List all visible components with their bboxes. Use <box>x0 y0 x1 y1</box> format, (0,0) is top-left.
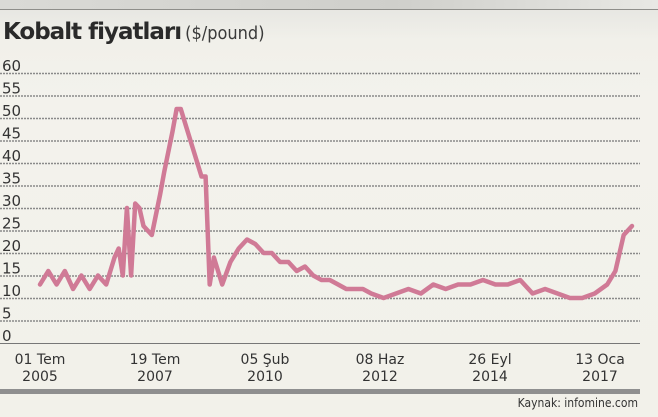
y-tick-label: 20 <box>2 237 21 255</box>
y-tick-label: 30 <box>2 192 21 210</box>
source-credit: Kaynak: infomine.com <box>517 396 638 410</box>
y-tick-label: 40 <box>2 147 21 165</box>
x-tick-label: 2007 <box>137 369 173 385</box>
chart-title-unit: ($/pound) <box>185 23 265 44</box>
y-tick-label: 25 <box>2 215 21 233</box>
x-tick-label: 13 Oca <box>575 352 625 368</box>
y-tick-label: 5 <box>2 305 12 323</box>
y-tick-label: 0 <box>2 327 12 345</box>
x-tick-label: 05 Şub <box>241 352 290 368</box>
y-tick-label: 10 <box>2 282 21 300</box>
y-tick-label: 45 <box>2 125 21 143</box>
y-tick-label: 35 <box>2 170 21 188</box>
x-tick-label: 2017 <box>582 369 618 385</box>
cobalt-price-line <box>37 106 635 301</box>
x-tick-label: 19 Tem <box>130 352 181 368</box>
header-divider <box>0 9 658 10</box>
x-tick-label: 2010 <box>247 369 283 385</box>
chart-title-main: Kobalt fiyatları <box>3 19 182 45</box>
x-tick-label: 2014 <box>472 369 508 385</box>
y-tick-label: 15 <box>2 260 21 278</box>
y-tick-label: 55 <box>2 80 21 98</box>
x-tick-label: 2005 <box>22 369 58 385</box>
x-tick-label: 2012 <box>362 369 398 385</box>
y-tick-label: 60 <box>2 57 21 75</box>
x-tick-label: 08 Haz <box>356 352 405 368</box>
header-band <box>0 0 658 10</box>
y-tick-label: 50 <box>2 102 21 120</box>
x-tick-label: 26 Eyl <box>468 352 511 368</box>
x-tick-label: 01 Tem <box>15 352 66 368</box>
gridlines <box>0 72 640 322</box>
y-axis-labels: 0 5 10 15 20 25 30 35 40 45 50 55 60 <box>2 57 21 345</box>
chart-title: Kobalt fiyatları ($/pound) <box>3 18 265 48</box>
bottom-bar <box>0 389 640 394</box>
